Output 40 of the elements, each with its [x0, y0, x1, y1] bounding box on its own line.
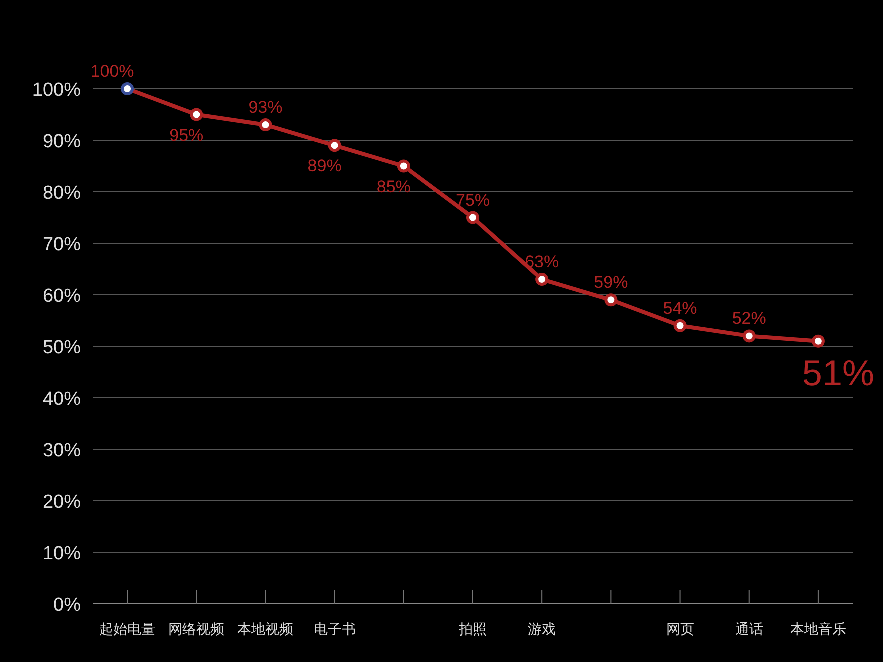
- point: [812, 334, 825, 348]
- data-label: 85%: [376, 177, 411, 196]
- point: [604, 294, 618, 307]
- y-tick-label: 40%: [42, 389, 82, 410]
- x-tick-label: 通话: [735, 621, 764, 637]
- point: [742, 330, 756, 343]
- data-label: 75%: [456, 190, 490, 210]
- y-tick-label: 0%: [54, 595, 82, 616]
- x-tick-label: 拍照: [458, 621, 487, 637]
- y-tick-label: 60%: [42, 286, 82, 307]
- y-tick-label: 70%: [42, 234, 82, 256]
- x-tick-label: 本地视频: [238, 621, 294, 637]
- data-label: 59%: [594, 273, 628, 292]
- data-label: 100%: [90, 62, 134, 81]
- x-tick-label: 网络视频: [168, 621, 225, 637]
- data-label: 89%: [308, 156, 342, 176]
- y-tick-label: 80%: [42, 183, 82, 204]
- point: [536, 273, 549, 286]
- point: [328, 139, 342, 152]
- point: [259, 118, 272, 132]
- data-label: 51%: [802, 352, 874, 394]
- point: [674, 319, 687, 332]
- data-label: 52%: [732, 309, 766, 328]
- x-tick-label: 起始电量: [100, 621, 156, 637]
- y-tick-label: 90%: [42, 132, 82, 152]
- point: [397, 160, 410, 173]
- point: [466, 211, 480, 224]
- data-label: 95%: [170, 126, 204, 145]
- y-tick-label: 10%: [42, 544, 82, 564]
- x-tick-label: 游戏: [528, 621, 556, 637]
- x-tick-label: 本地音乐: [790, 621, 846, 637]
- y-tick-label: 20%: [42, 492, 82, 513]
- y-tick-label: 50%: [42, 338, 82, 358]
- data-label: 54%: [663, 298, 698, 318]
- x-tick-label: 网页: [666, 621, 694, 637]
- data-label: 93%: [248, 98, 283, 118]
- y-tick-label: 100%: [32, 80, 82, 101]
- point: [190, 108, 204, 122]
- y-tick-label: 30%: [42, 440, 82, 462]
- x-tick-label: 电子书: [314, 621, 356, 637]
